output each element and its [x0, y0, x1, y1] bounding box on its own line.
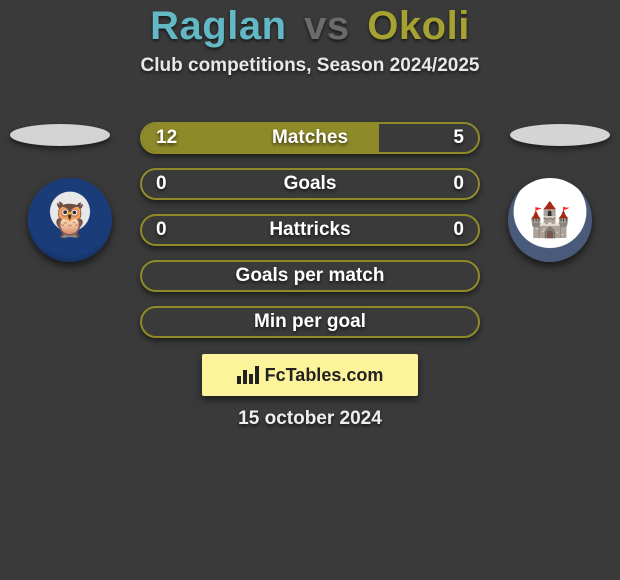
stat-bar-min-per-goal: Min per goal — [140, 306, 480, 338]
player2-name: Okoli — [367, 4, 470, 48]
stat-label: Matches — [142, 127, 478, 149]
stat-right-value: 0 — [453, 219, 464, 241]
shadow-ellipse-left — [10, 124, 110, 146]
stat-label: Goals — [142, 173, 478, 195]
stat-label: Hattricks — [142, 219, 478, 241]
date-label: 15 october 2024 — [0, 408, 620, 430]
stat-bar-goals: 0Goals0 — [140, 168, 480, 200]
stat-bars: 12Matches50Goals00Hattricks0Goals per ma… — [140, 122, 480, 352]
comparison-card: Raglan vs Okoli Club competitions, Seaso… — [0, 0, 620, 580]
shadow-ellipse-right — [510, 124, 610, 146]
club-logo-left: 🦉 — [28, 178, 112, 262]
stat-label: Min per goal — [142, 311, 478, 333]
chart-icon — [237, 366, 259, 384]
club-logo-right: 🏰 — [508, 178, 592, 262]
brand-badge: FcTables.com — [202, 354, 418, 396]
title: Raglan vs Okoli — [0, 0, 620, 49]
stat-right-value: 5 — [453, 127, 464, 149]
stat-bar-goals-per-match: Goals per match — [140, 260, 480, 292]
vs-label: vs — [304, 4, 350, 48]
subtitle: Club competitions, Season 2024/2025 — [0, 55, 620, 77]
stat-right-value: 0 — [453, 173, 464, 195]
brand-text: FcTables.com — [265, 365, 384, 386]
stat-label: Goals per match — [142, 265, 478, 287]
player1-name: Raglan — [150, 4, 286, 48]
stat-bar-matches: 12Matches5 — [140, 122, 480, 154]
crest-icon: 🏰 — [529, 203, 571, 237]
owl-icon: 🦉 — [49, 203, 91, 237]
stat-bar-hattricks: 0Hattricks0 — [140, 214, 480, 246]
